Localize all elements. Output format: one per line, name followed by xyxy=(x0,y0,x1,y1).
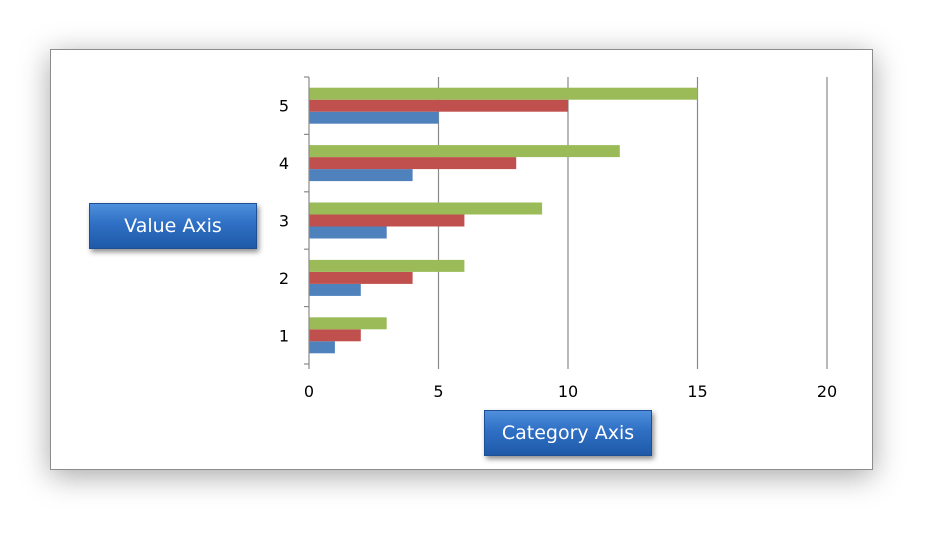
bar-cat2-series3 xyxy=(309,259,465,272)
y-tick-label-5: 5 xyxy=(279,97,289,116)
value-axis-callout: Value Axis xyxy=(89,203,257,249)
bar-cat5-series1 xyxy=(309,111,439,124)
x-tick-labels: 0 5 10 15 20 xyxy=(304,382,837,401)
x-tick-label-20: 20 xyxy=(817,382,837,401)
x-tick-label-10: 10 xyxy=(558,382,578,401)
y-tick-labels: 1 2 3 4 5 xyxy=(279,97,289,346)
y-tick-label-4: 4 xyxy=(279,154,289,173)
x-tick-label-0: 0 xyxy=(304,382,314,401)
y-tick-label-3: 3 xyxy=(279,212,289,231)
axes xyxy=(304,76,828,369)
bar-cat4-series1 xyxy=(309,169,413,182)
bar-cat1-series1 xyxy=(309,341,335,354)
y-tick-label-1: 1 xyxy=(279,326,289,345)
bar-cat3-series1 xyxy=(309,226,387,239)
x-tick-label-15: 15 xyxy=(687,382,707,401)
bar-cat3-series2 xyxy=(309,214,465,227)
y-tick-label-2: 2 xyxy=(279,269,289,288)
bar-cat2-series2 xyxy=(309,271,413,284)
chart-frame xyxy=(50,49,873,470)
bars xyxy=(309,87,698,354)
bar-cat5-series3 xyxy=(309,87,698,100)
bar-cat3-series3 xyxy=(309,202,543,215)
bar-cat1-series2 xyxy=(309,329,361,342)
bar-cat5-series2 xyxy=(309,99,568,112)
bar-cat4-series3 xyxy=(309,145,620,158)
bar-cat2-series1 xyxy=(309,283,361,296)
bar-cat4-series2 xyxy=(309,157,517,170)
category-axis-callout: Category Axis xyxy=(484,410,652,456)
gridlines xyxy=(437,77,828,364)
bar-cat1-series3 xyxy=(309,317,387,330)
x-tick-label-5: 5 xyxy=(433,382,443,401)
